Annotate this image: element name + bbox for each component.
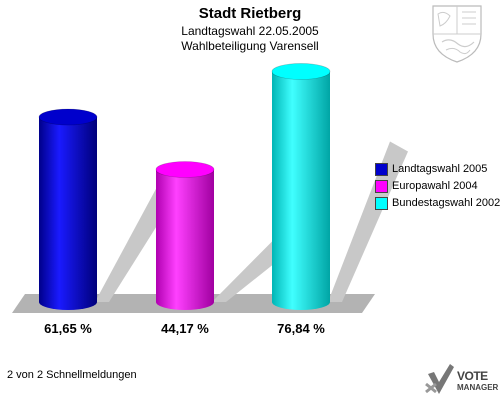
footer-text: 2 von 2 Schnellmeldungen (7, 369, 137, 381)
bar-top (38, 108, 98, 126)
legend-swatch (375, 163, 388, 176)
bar-top (155, 161, 215, 178)
bar-top (271, 63, 331, 80)
chart-title: Stadt Rietberg (198, 5, 302, 22)
chart-subtitle: Landtagswahl 22.05.2005 (181, 24, 319, 38)
bar (272, 71, 330, 310)
legend-swatch (375, 180, 388, 193)
brand-line-1: VOTE (457, 369, 488, 383)
chart-subtitle-2: Wahlbeteiligung Varensell (181, 39, 319, 53)
bar (39, 117, 97, 310)
legend-label: Bundestagswahl 2002 (392, 197, 500, 209)
value-label: 44,17 % (161, 321, 209, 336)
checkmark-icon (425, 364, 454, 394)
legend-label: Europawahl 2004 (392, 180, 478, 192)
vote-manager-logo: VOTE MANAGER (424, 362, 500, 400)
value-label: 61,65 % (44, 321, 92, 336)
value-label: 76,84 % (277, 321, 325, 336)
legend-swatch (375, 197, 388, 210)
bar-shadow (95, 187, 175, 302)
coat-of-arms-icon (432, 5, 482, 63)
bar-shadow (328, 141, 408, 302)
bar (156, 169, 214, 310)
legend-label: Landtagswahl 2005 (392, 163, 488, 175)
brand-line-2: MANAGER (457, 383, 499, 392)
